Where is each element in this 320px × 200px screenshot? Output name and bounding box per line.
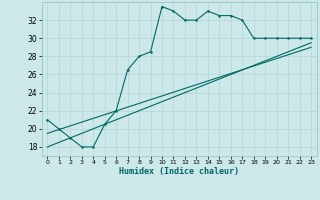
X-axis label: Humidex (Indice chaleur): Humidex (Indice chaleur) bbox=[119, 167, 239, 176]
